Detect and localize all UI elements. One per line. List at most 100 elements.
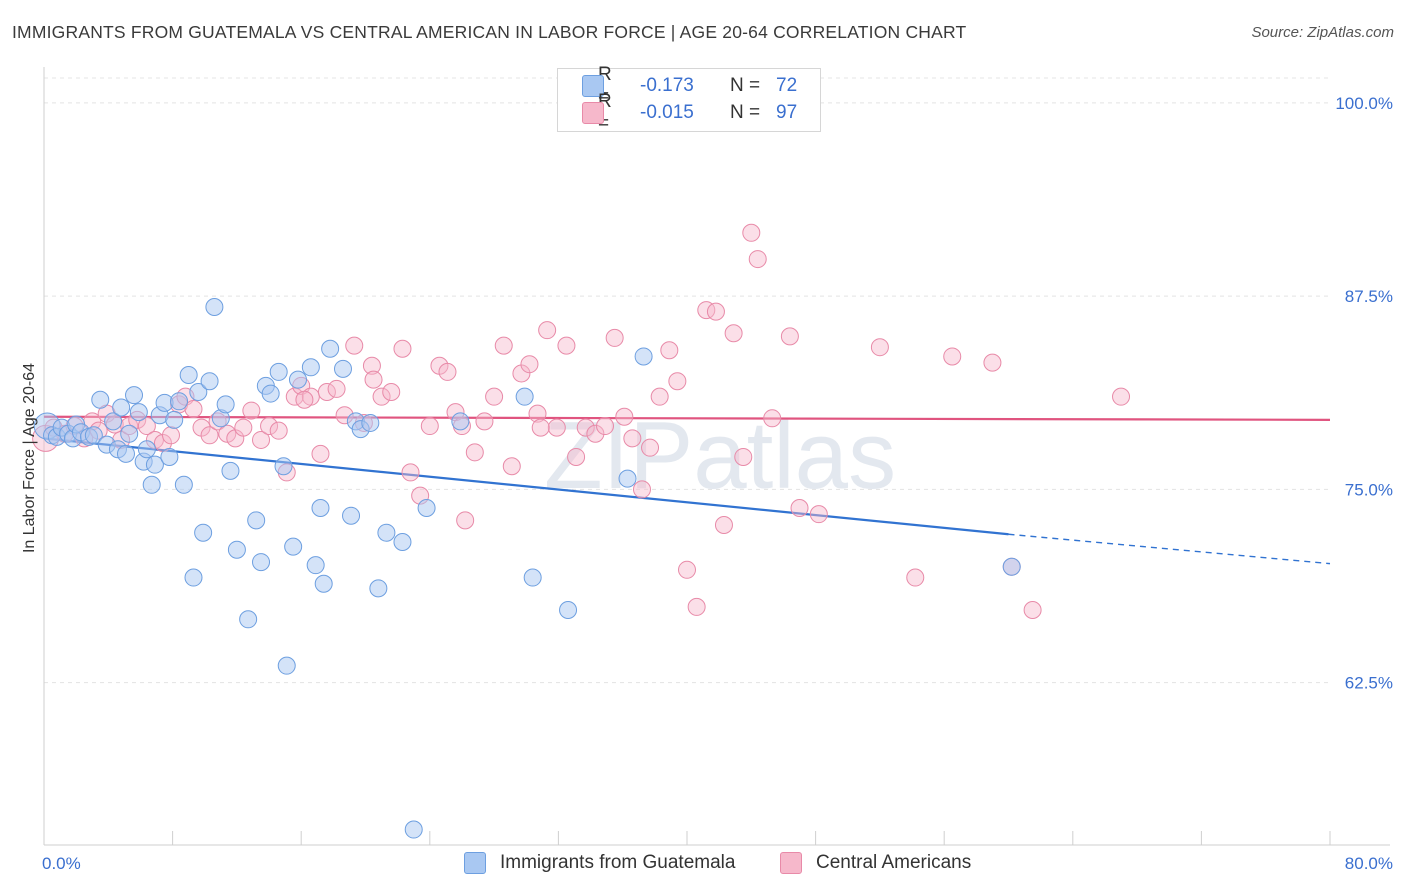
legend-swatch-blue — [464, 852, 486, 874]
legend-row-central-americans: R = -0.015 N = 97 — [582, 91, 798, 134]
data-point-central-americans — [724, 324, 743, 343]
data-point-central-americans — [393, 339, 412, 358]
legend-r-value: -0.015 — [640, 102, 694, 123]
data-point-central-americans — [632, 480, 651, 499]
data-point-central-americans — [734, 447, 753, 466]
trend-lines — [43, 415, 1331, 565]
data-point-central-americans — [531, 418, 550, 437]
data-point-guatemala — [451, 412, 470, 431]
data-point-guatemala — [523, 568, 542, 587]
data-point-guatemala — [261, 384, 280, 403]
data-point-guatemala — [160, 447, 179, 466]
data-point-guatemala — [618, 469, 637, 488]
legend-row-guatemala: R = -0.173 N = 72 — [582, 64, 798, 107]
trend-line-central-americans — [43, 415, 1331, 421]
legend-label-guatemala: Immigrants from Guatemala — [500, 852, 736, 873]
x-tick-label: 80.0% — [1345, 854, 1393, 873]
y-tick-label: 100.0% — [1335, 94, 1393, 113]
data-point-central-americans — [311, 444, 330, 463]
x-tick-label: 0.0% — [42, 854, 81, 873]
data-point-central-americans — [605, 328, 624, 347]
data-point-central-americans — [327, 379, 346, 398]
data-point-guatemala — [393, 532, 412, 551]
data-point-central-americans — [557, 336, 576, 355]
trend-line-guatemala-extension — [1008, 533, 1331, 565]
data-point-central-americans — [706, 302, 725, 321]
data-point-central-americans — [870, 338, 889, 357]
data-point-central-americans — [943, 347, 962, 366]
data-point-central-americans — [317, 383, 336, 402]
data-point-central-americans — [780, 327, 799, 346]
data-point-guatemala — [84, 426, 103, 445]
data-point-central-americans — [596, 417, 615, 436]
y-tick-label: 62.5% — [1345, 674, 1393, 693]
data-point-central-americans — [1023, 601, 1042, 620]
data-point-central-americans — [137, 417, 156, 436]
data-point-guatemala — [252, 553, 271, 572]
data-point-guatemala — [314, 574, 333, 593]
grid-lines — [44, 77, 1330, 684]
data-point-guatemala — [112, 398, 131, 417]
data-point-guatemala — [120, 424, 139, 443]
data-point-central-americans — [623, 429, 642, 448]
data-point-central-americans — [161, 426, 180, 445]
legend-swatch-blue — [582, 75, 604, 97]
y-axis-label: In Labor Force | Age 20-64 — [21, 363, 38, 553]
y-tick-labels: 62.5% 75.0% 87.5% 100.0% — [1335, 94, 1393, 693]
data-point-central-americans — [748, 250, 767, 269]
data-point-guatemala — [417, 498, 436, 517]
data-point-central-americans — [983, 353, 1002, 372]
data-point-central-americans — [687, 597, 706, 616]
data-point-central-americans — [697, 301, 716, 320]
data-point-central-americans — [547, 418, 566, 437]
data-point-central-americans — [538, 321, 557, 340]
legend-label-central-americans: Central Americans — [816, 852, 972, 873]
data-point-central-americans — [520, 355, 539, 374]
data-point-guatemala — [342, 506, 361, 525]
series-immigrants-from-guatemala — [33, 93, 1021, 839]
data-point-central-americans — [790, 498, 809, 517]
legend-item-central-americans: Central Americans — [780, 852, 971, 874]
source-label: Source: ZipAtlas.com — [1251, 24, 1394, 41]
stats-legend: R = -0.173 N = 72 R = -0.015 N = 97 — [557, 64, 821, 134]
data-point-guatemala — [200, 372, 219, 391]
data-point-guatemala — [277, 656, 296, 675]
data-point-guatemala — [1002, 557, 1021, 576]
chart-title: IMMIGRANTS FROM GUATEMALA VS CENTRAL AME… — [12, 22, 967, 42]
data-point-central-americans — [420, 417, 439, 436]
data-point-guatemala — [104, 412, 123, 431]
data-point-guatemala — [369, 579, 388, 598]
data-point-central-americans — [494, 336, 513, 355]
data-point-guatemala — [333, 359, 352, 378]
data-point-guatemala — [269, 362, 288, 381]
legend-n-label: N = — [730, 75, 761, 96]
data-point-guatemala — [174, 475, 193, 494]
legend-n-value: 97 — [776, 102, 798, 123]
data-point-central-americans — [502, 457, 521, 476]
data-point-guatemala — [91, 390, 110, 409]
data-point-central-americans — [668, 372, 687, 391]
data-point-guatemala — [404, 820, 423, 839]
data-point-guatemala — [284, 537, 303, 556]
data-point-guatemala — [137, 440, 156, 459]
data-point-guatemala — [179, 366, 198, 385]
legend-r-value: -0.173 — [640, 75, 694, 96]
data-point-central-americans — [438, 362, 457, 381]
data-point-central-americans — [485, 387, 504, 406]
data-point-guatemala — [239, 610, 258, 629]
data-point-central-americans — [906, 568, 925, 587]
data-point-central-americans — [1112, 387, 1131, 406]
data-point-central-americans — [475, 412, 494, 431]
data-point-central-americans — [401, 463, 420, 482]
data-point-central-americans — [714, 515, 733, 534]
data-point-central-americans — [184, 400, 203, 419]
data-point-guatemala — [145, 455, 164, 474]
data-point-guatemala — [165, 410, 184, 429]
data-point-central-americans — [660, 341, 679, 360]
legend-n-value: 72 — [776, 75, 798, 96]
legend-n-label: N = — [730, 102, 761, 123]
data-point-central-americans — [742, 223, 761, 242]
data-point-guatemala — [274, 457, 293, 476]
data-point-central-americans — [576, 418, 595, 437]
data-point-central-americans — [285, 387, 304, 406]
